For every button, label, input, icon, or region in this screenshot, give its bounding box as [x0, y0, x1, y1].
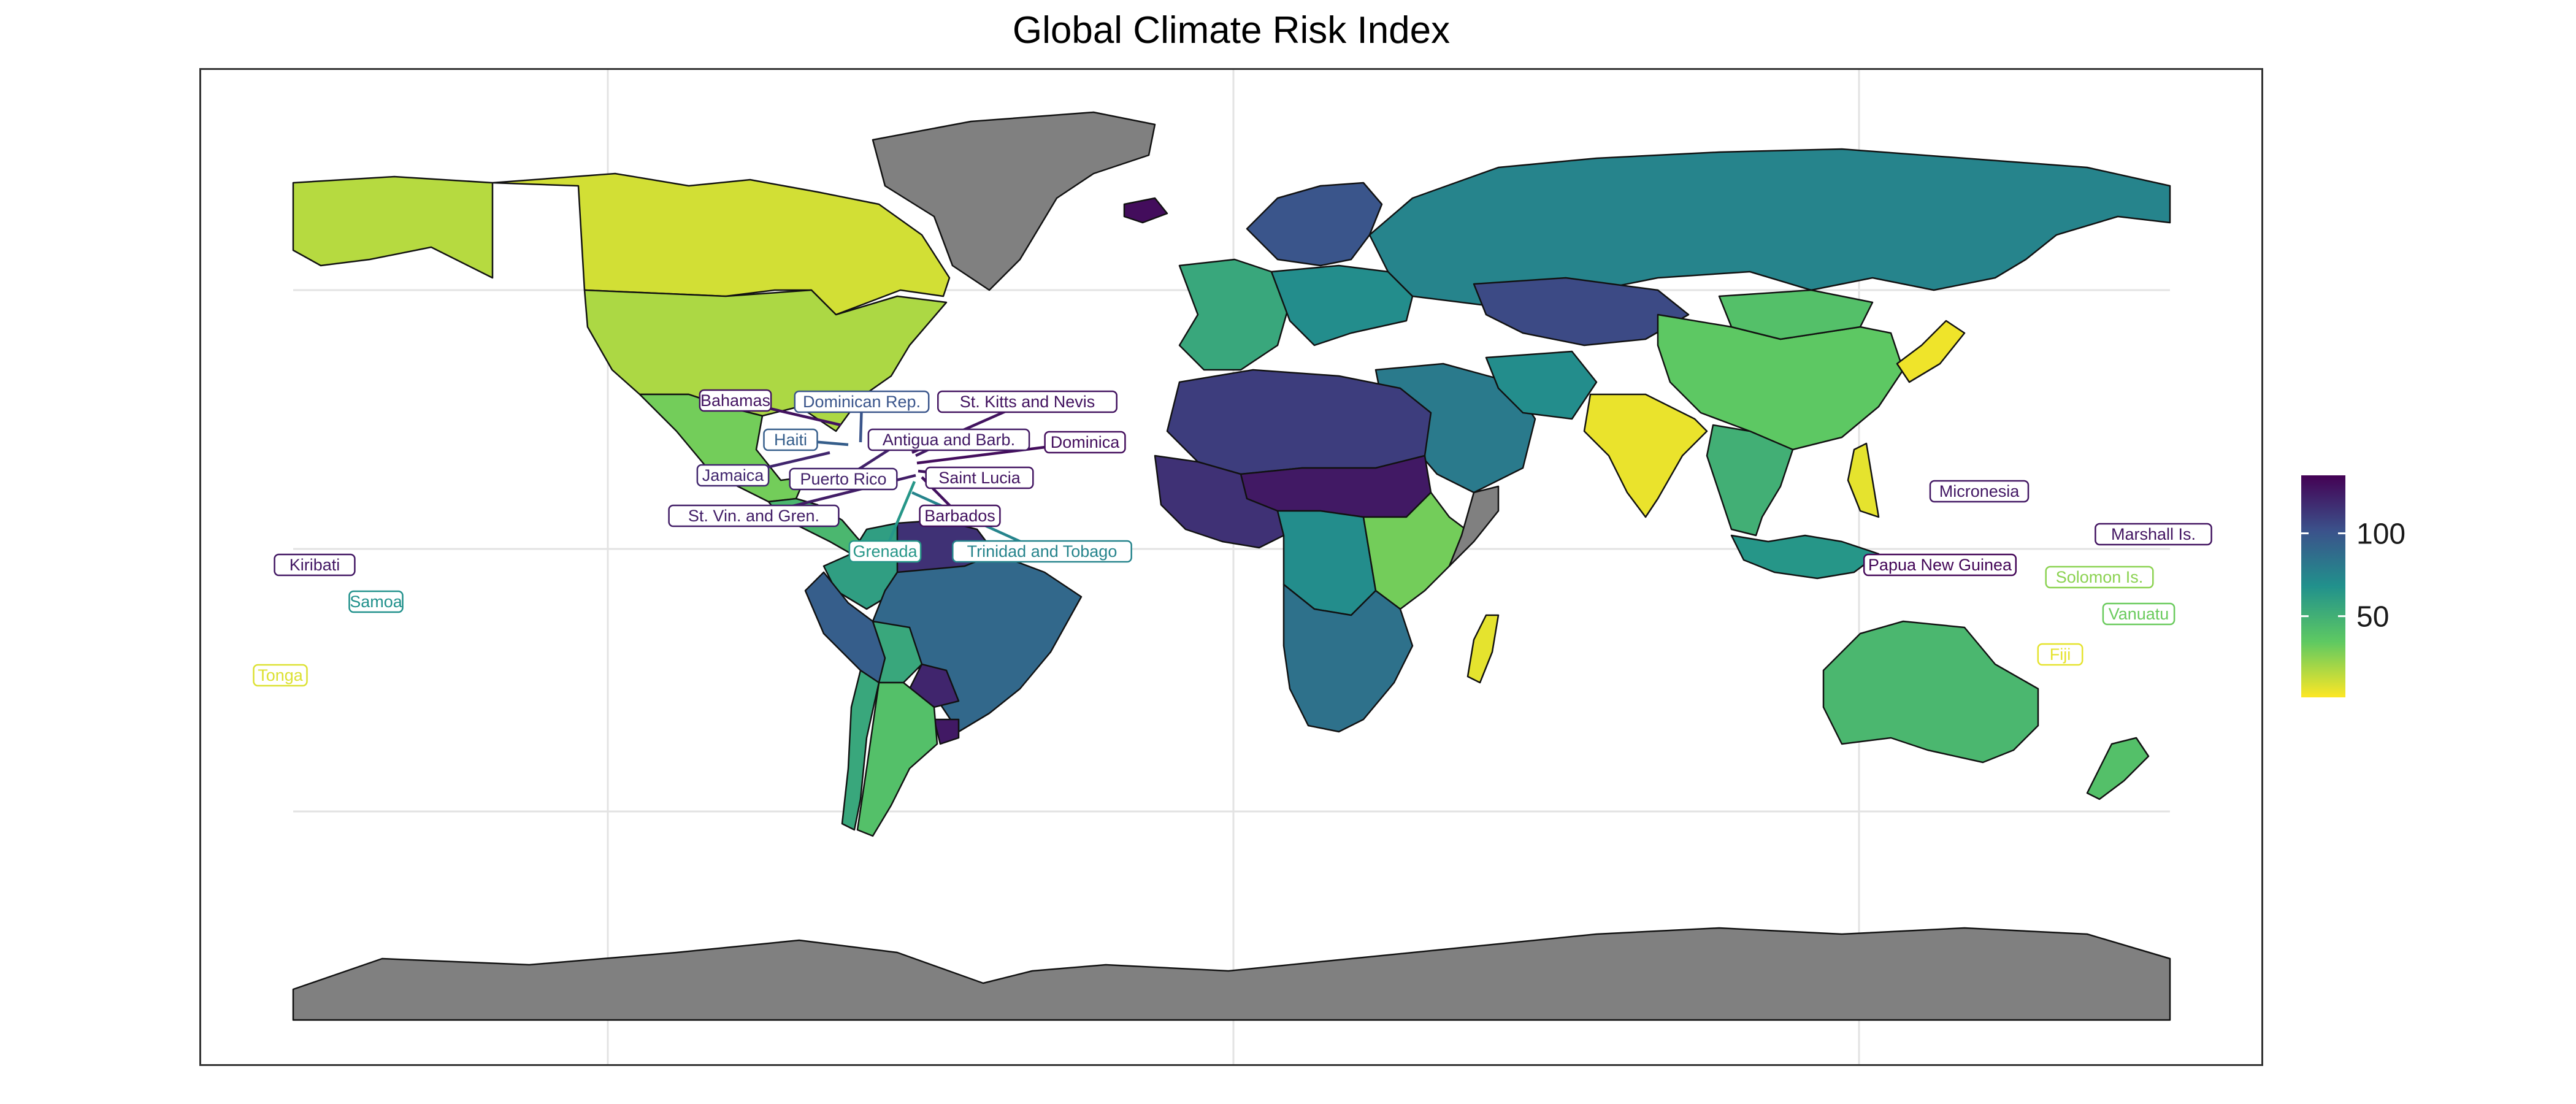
region-japan[interactable]: [1896, 320, 1966, 383]
region-canada[interactable]: [491, 172, 951, 316]
region-philippines[interactable]: [1847, 442, 1880, 518]
country-label-box: [952, 540, 1132, 563]
region-greenland[interactable]: [872, 111, 1156, 291]
country-label-box: [668, 504, 840, 527]
country-label-text: Micronesia: [1939, 482, 2020, 500]
country-label-text: Samoa: [350, 592, 403, 611]
map-title: Global Climate Risk Index: [1012, 9, 1451, 52]
country-label-st-kitts-and-nevis[interactable]: St. Kitts and Nevis: [937, 390, 1117, 413]
region-antarctica[interactable]: [292, 927, 2171, 1021]
country-label-vanuatu[interactable]: Vanuatu: [2102, 602, 2175, 626]
country-label-dominica[interactable]: Dominica: [1044, 431, 1126, 454]
region-mongolia[interactable]: [1718, 289, 1874, 340]
country-label-box: [1044, 431, 1126, 454]
country-label-box: [763, 428, 818, 451]
world-map[interactable]: Bahamas Dominican Rep. St. Kitts and Nevis…: [201, 70, 2261, 1064]
country-label-text: Bahamas: [700, 391, 770, 410]
country-label-trinidad-and-tobago[interactable]: Trinidad and Tobago: [952, 540, 1132, 563]
country-label-box: [919, 504, 1001, 527]
country-label-solomon-is[interactable]: Solomon Is.: [2045, 565, 2154, 589]
region-southern-africa[interactable]: [1282, 583, 1414, 733]
country-label-puerto-rico[interactable]: Puerto Rico: [789, 467, 898, 491]
country-label-box: [848, 540, 922, 563]
region-new-zealand[interactable]: [2086, 737, 2150, 800]
region-western-europe[interactable]: [1178, 258, 1291, 371]
country-label-box: [2102, 602, 2175, 626]
country-label-text: Tonga: [258, 666, 304, 684]
country-label-marshall-is[interactable]: Marshall Is.: [2095, 523, 2212, 546]
country-label-jamaica[interactable]: Jamaica: [696, 464, 770, 487]
color-legend: 50 100: [2301, 475, 2405, 697]
country-label-barbados[interactable]: Barbados: [919, 504, 1001, 527]
country-label-box: [253, 664, 308, 687]
country-label-box: [2037, 643, 2083, 666]
region-indonesia[interactable]: [1730, 534, 1880, 580]
country-label-text: Puerto Rico: [800, 470, 886, 488]
country-label-text: Antigua and Barb.: [883, 431, 1015, 449]
country-label-box: [937, 390, 1117, 413]
region-madagascar[interactable]: [1466, 614, 1500, 684]
country-label-fiji[interactable]: Fiji: [2037, 643, 2083, 666]
region-chile[interactable]: [841, 669, 880, 831]
country-label-text: Kiribati: [289, 556, 340, 574]
legend-tick-label: 50: [2356, 601, 2389, 634]
region-scandinavia[interactable]: [1246, 182, 1383, 267]
country-label-text: Jamaica: [702, 466, 765, 485]
country-label-text: Dominica: [1051, 433, 1121, 451]
country-label-text: Fiji: [2050, 645, 2071, 664]
region-uruguay[interactable]: [933, 718, 960, 745]
country-label-box: [274, 553, 356, 577]
region-eastern-europe[interactable]: [1270, 264, 1414, 347]
country-label-box: [925, 466, 1034, 489]
country-label-text: Solomon Is.: [2056, 568, 2144, 586]
country-label-box: [2095, 523, 2212, 546]
country-label-text: St. Vin. and Gren.: [688, 507, 819, 525]
country-label-text: Dominican Rep.: [803, 393, 921, 411]
country-label-text: Vanuatu: [2109, 605, 2169, 623]
country-label-saint-lucia[interactable]: Saint Lucia: [925, 466, 1034, 489]
region-somalia[interactable]: [1448, 485, 1500, 567]
country-label-st-vin-and-gren[interactable]: St. Vin. and Gren.: [668, 504, 840, 527]
country-label-tonga[interactable]: Tonga: [253, 664, 308, 687]
country-label-grenada[interactable]: Grenada: [848, 540, 922, 563]
map-panel: Bahamas Dominican Rep. St. Kitts and Nevis…: [199, 68, 2263, 1066]
country-label-text: Papua New Guinea: [1868, 556, 2012, 574]
country-label-antigua-and-barb[interactable]: Antigua and Barb.: [867, 428, 1030, 451]
country-label-box: [867, 428, 1030, 451]
region-alaska[interactable]: [292, 175, 494, 279]
region-iceland[interactable]: [1123, 197, 1168, 224]
country-label-samoa[interactable]: Samoa: [348, 590, 404, 613]
country-label-box: [1929, 480, 2030, 503]
country-label-text: Trinidad and Tobago: [967, 542, 1117, 561]
country-label-haiti[interactable]: Haiti: [763, 428, 818, 451]
country-label-text: Haiti: [774, 431, 807, 449]
country-label-text: Grenada: [853, 542, 918, 561]
region-southeast-asia[interactable]: [1706, 424, 1794, 537]
country-label-box: [699, 389, 772, 412]
country-label-box: [1863, 553, 2017, 577]
region-argentina[interactable]: [856, 681, 938, 837]
country-label-box: [2045, 565, 2154, 589]
country-label-kiribati[interactable]: Kiribati: [274, 553, 356, 577]
country-label-papua-new-guinea[interactable]: Papua New Guinea: [1863, 553, 2017, 577]
region-kazakhstan[interactable]: [1473, 277, 1690, 347]
country-label-box: [794, 390, 930, 413]
country-label-bahamas[interactable]: Bahamas: [699, 389, 772, 412]
country-label-text: St. Kitts and Nevis: [960, 393, 1095, 411]
country-label-box: [789, 467, 898, 491]
region-iran[interactable]: [1485, 350, 1598, 420]
region-australia[interactable]: [1822, 620, 2039, 764]
country-label-box: [696, 464, 770, 487]
country-label-micronesia[interactable]: Micronesia: [1929, 480, 2030, 503]
country-label-text: Marshall Is.: [2111, 525, 2196, 543]
leader-line-grenada: [883, 481, 916, 552]
country-label-box: [348, 590, 404, 613]
region-india[interactable]: [1583, 393, 1708, 518]
country-label-dominican-rep[interactable]: Dominican Rep.: [794, 390, 930, 413]
country-label-text: Barbados: [924, 507, 995, 525]
legend-tick-label: 100: [2356, 518, 2405, 551]
country-label-text: Saint Lucia: [938, 469, 1021, 487]
legend-colorbar: [2301, 475, 2345, 697]
